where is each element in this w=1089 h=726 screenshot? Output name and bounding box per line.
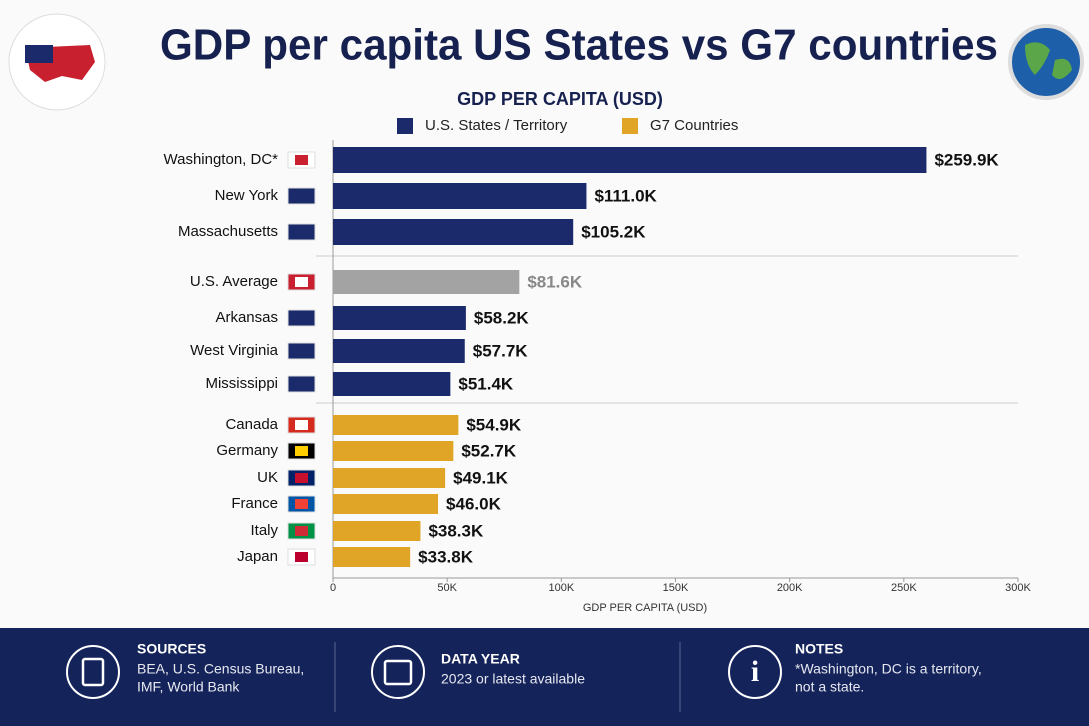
- bar: [333, 306, 466, 330]
- flag-detail: [295, 346, 308, 356]
- footer-text: not a state.: [795, 679, 864, 695]
- value-label: $46.0K: [446, 494, 502, 513]
- value-label: $111.0K: [594, 186, 657, 205]
- background: [0, 0, 1089, 628]
- category-label: U.S. Average: [190, 273, 278, 290]
- legend-swatch: [397, 118, 413, 134]
- bar: [333, 270, 520, 294]
- sources-icon: [66, 645, 120, 699]
- us-map-canton: [25, 45, 53, 63]
- globe-icon: [1008, 24, 1084, 100]
- bar: [333, 183, 587, 209]
- flag-detail: [295, 552, 308, 562]
- bar: [333, 339, 465, 363]
- value-label: $58.2K: [474, 308, 530, 327]
- flag-detail: [295, 379, 308, 389]
- value-label: $81.6K: [527, 272, 583, 291]
- category-label: Massachusetts: [178, 223, 278, 240]
- flag-detail: [295, 526, 308, 536]
- bar: [333, 415, 459, 435]
- category-label: Washington, DC*: [164, 151, 279, 168]
- flag-detail: [295, 155, 308, 165]
- legend-label: G7 Countries: [650, 117, 738, 134]
- category-label: Italy: [250, 522, 278, 539]
- category-label: Canada: [225, 416, 278, 433]
- bar: [333, 547, 411, 567]
- chart-subtitle: GDP PER CAPITA (USD): [457, 89, 663, 109]
- x-tick-label: 50K: [437, 582, 457, 594]
- flag-detail: [295, 313, 308, 323]
- flag-detail: [295, 277, 308, 287]
- footer-text: IMF, World Bank: [137, 679, 240, 695]
- flag-detail: [295, 499, 308, 509]
- footer-heading: SOURCES: [137, 641, 206, 657]
- value-label: $51.4K: [458, 374, 514, 393]
- legend-label: U.S. States / Territory: [425, 117, 568, 134]
- flag-detail: [295, 191, 308, 201]
- bar: [333, 494, 439, 514]
- chart-title: GDP per capita US States vs G7 countries: [160, 21, 998, 70]
- x-tick-label: 100K: [548, 582, 574, 594]
- value-label: $33.8K: [418, 547, 474, 566]
- footer: [0, 628, 1089, 726]
- category-label: Mississippi: [205, 375, 278, 392]
- flag-detail: [295, 227, 308, 237]
- category-label: Germany: [216, 442, 278, 459]
- bar: [333, 521, 421, 541]
- x-tick-label: 200K: [777, 582, 803, 594]
- clipboard-glyph: [81, 657, 105, 687]
- x-tick-label: 300K: [1005, 582, 1031, 594]
- value-label: $105.2K: [581, 222, 646, 241]
- bar: [333, 219, 574, 245]
- footer-text: 2023 or latest available: [441, 671, 585, 687]
- notes-icon: [728, 645, 782, 699]
- category-label: Japan: [237, 548, 278, 565]
- x-tick-label: 150K: [663, 582, 689, 594]
- footer-heading: NOTES: [795, 641, 843, 657]
- legend-swatch: [622, 118, 638, 134]
- value-label: $52.7K: [461, 441, 517, 460]
- category-label: New York: [215, 187, 279, 204]
- bar: [333, 147, 927, 173]
- bar: [333, 441, 454, 461]
- value-label: $49.1K: [453, 468, 509, 487]
- data-year-icon: [371, 645, 425, 699]
- category-label: West Virginia: [190, 342, 278, 359]
- flag-detail: [295, 420, 308, 430]
- calendar-glyph: [383, 659, 413, 686]
- category-label: Arkansas: [215, 309, 278, 326]
- flag-detail: [295, 446, 308, 456]
- category-label: UK: [257, 469, 278, 486]
- bar: [333, 468, 446, 488]
- x-tick-label: 250K: [891, 582, 917, 594]
- bar: [333, 372, 451, 396]
- footer-heading: DATA YEAR: [441, 651, 520, 667]
- globe-land: [1025, 42, 1072, 79]
- footer-text: *Washington, DC is a territory,: [795, 661, 982, 677]
- value-label: $259.9K: [934, 150, 999, 169]
- footer-text: BEA, U.S. Census Bureau,: [137, 661, 304, 677]
- category-label: France: [231, 495, 278, 512]
- value-label: $54.9K: [466, 415, 522, 434]
- value-label: $57.7K: [473, 341, 529, 360]
- flag-detail: [295, 473, 308, 483]
- value-label: $38.3K: [428, 521, 484, 540]
- x-tick-label: 0: [330, 582, 336, 594]
- info-glyph: i: [751, 655, 759, 688]
- x-axis-title: GDP PER CAPITA (USD): [583, 602, 707, 614]
